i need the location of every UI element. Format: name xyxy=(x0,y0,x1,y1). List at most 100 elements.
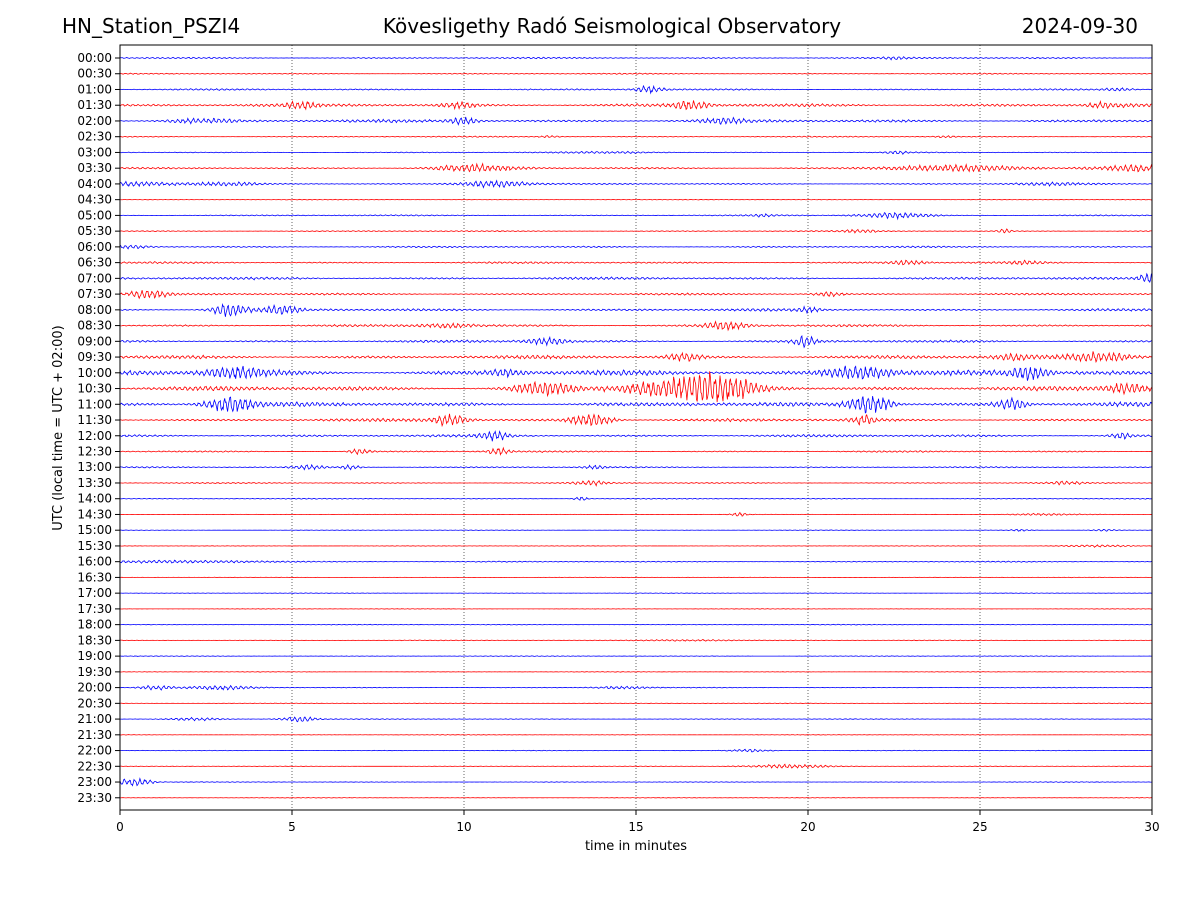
y-axis-label: UTC (local time = UTC + 02:00) xyxy=(51,325,66,530)
trace-0530 xyxy=(119,228,1153,234)
y-tick-label: 06:00 xyxy=(77,240,112,254)
trace-1830 xyxy=(119,639,1153,642)
trace-0600 xyxy=(119,244,1153,250)
y-tick-label: 15:00 xyxy=(77,523,112,537)
trace-1230 xyxy=(119,446,1153,456)
y-tick-label: 11:00 xyxy=(77,397,112,411)
trace-1100 xyxy=(119,396,1153,414)
x-tick-label: 0 xyxy=(116,820,124,834)
x-tick-label: 20 xyxy=(800,820,815,834)
trace-1730 xyxy=(119,608,1153,610)
trace-0900 xyxy=(119,335,1153,349)
trace-0030 xyxy=(119,72,1153,75)
y-tick-label: 20:00 xyxy=(77,681,112,695)
trace-0800 xyxy=(119,303,1153,317)
trace-1330 xyxy=(119,479,1153,487)
y-tick-label: 18:00 xyxy=(77,618,112,632)
y-tick-label: 12:30 xyxy=(77,445,112,459)
trace-group xyxy=(119,56,1153,799)
trace-1530 xyxy=(119,544,1153,548)
trace-1600 xyxy=(119,559,1153,564)
y-tick-label: 00:00 xyxy=(77,51,112,65)
trace-2330 xyxy=(119,797,1153,799)
trace-0730 xyxy=(119,290,1153,300)
trace-0400 xyxy=(119,179,1153,189)
y-tick-label: 22:00 xyxy=(77,744,112,758)
y-tick-label: 11:30 xyxy=(77,413,112,427)
y-tick-label: 12:00 xyxy=(77,429,112,443)
trace-0630 xyxy=(119,259,1153,266)
y-tick-label: 15:30 xyxy=(77,539,112,553)
trace-1700 xyxy=(119,592,1153,594)
trace-1030 xyxy=(119,371,1153,403)
trace-1130 xyxy=(119,413,1153,428)
y-tick-label: 08:00 xyxy=(77,303,112,317)
y-tick-label: 03:30 xyxy=(77,161,112,175)
y-tick-label: 04:00 xyxy=(77,177,112,191)
trace-1400 xyxy=(119,496,1153,501)
trace-0300 xyxy=(119,150,1153,155)
y-tick-label: 00:30 xyxy=(77,67,112,81)
trace-1930 xyxy=(119,671,1153,673)
x-axis-ticks: 0 5 10 15 20 25 30 xyxy=(116,810,1160,834)
trace-1800 xyxy=(119,623,1153,626)
x-tick-label: 15 xyxy=(628,820,643,834)
y-tick-label: 17:00 xyxy=(77,586,112,600)
trace-0000 xyxy=(119,56,1153,61)
y-tick-label: 14:30 xyxy=(77,507,112,521)
y-tick-label: 06:30 xyxy=(77,256,112,270)
chart-title: Kövesligethy Radó Seismological Observat… xyxy=(382,14,842,38)
y-tick-label: 13:30 xyxy=(77,476,112,490)
y-tick-label: 08:30 xyxy=(77,319,112,333)
trace-2130 xyxy=(119,734,1153,736)
trace-1630 xyxy=(119,576,1153,579)
y-tick-label: 02:00 xyxy=(77,114,112,128)
trace-0230 xyxy=(119,135,1153,139)
y-tick-label: 17:30 xyxy=(77,602,112,616)
y-tick-label: 05:00 xyxy=(77,208,112,222)
y-tick-label: 14:00 xyxy=(77,492,112,506)
y-tick-label: 22:30 xyxy=(77,759,112,773)
trace-0930 xyxy=(119,351,1153,363)
y-tick-label: 16:00 xyxy=(77,555,112,569)
trace-1900 xyxy=(119,655,1153,657)
y-tick-label: 09:00 xyxy=(77,334,112,348)
trace-1000 xyxy=(119,365,1153,381)
trace-1300 xyxy=(119,463,1153,471)
trace-0700 xyxy=(119,272,1153,284)
y-tick-label: 19:30 xyxy=(77,665,112,679)
trace-2030 xyxy=(119,702,1153,705)
y-tick-label: 23:00 xyxy=(77,775,112,789)
trace-2000 xyxy=(119,684,1153,691)
y-tick-label: 02:30 xyxy=(77,130,112,144)
x-axis-label: time in minutes xyxy=(585,839,687,854)
trace-0130 xyxy=(119,100,1153,111)
y-tick-label: 21:00 xyxy=(77,712,112,726)
trace-1500 xyxy=(119,528,1153,532)
y-tick-label: 18:30 xyxy=(77,633,112,647)
trace-2100 xyxy=(119,716,1153,723)
x-tick-label: 30 xyxy=(1144,820,1159,834)
y-tick-label: 03:00 xyxy=(77,145,112,159)
y-tick-label: 01:00 xyxy=(77,82,112,96)
y-tick-label: 23:30 xyxy=(77,791,112,805)
trace-1200 xyxy=(120,430,1153,442)
trace-0100 xyxy=(119,84,1153,95)
trace-0200 xyxy=(119,116,1153,126)
station-name: HN_Station_PSZI4 xyxy=(62,14,241,38)
x-tick-label: 25 xyxy=(972,820,987,834)
trace-2300 xyxy=(119,777,1153,787)
y-tick-label: 09:30 xyxy=(77,350,112,364)
y-tick-label: 05:30 xyxy=(77,224,112,238)
x-tick-label: 5 xyxy=(288,820,296,834)
trace-0830 xyxy=(119,320,1153,332)
y-tick-label: 10:00 xyxy=(77,366,112,380)
trace-1430 xyxy=(119,511,1153,517)
grid-lines xyxy=(291,45,981,810)
trace-0500 xyxy=(119,211,1153,221)
trace-0430 xyxy=(119,198,1153,201)
trace-2200 xyxy=(119,748,1152,753)
y-tick-label: 07:00 xyxy=(77,271,112,285)
y-tick-label: 21:30 xyxy=(77,728,112,742)
